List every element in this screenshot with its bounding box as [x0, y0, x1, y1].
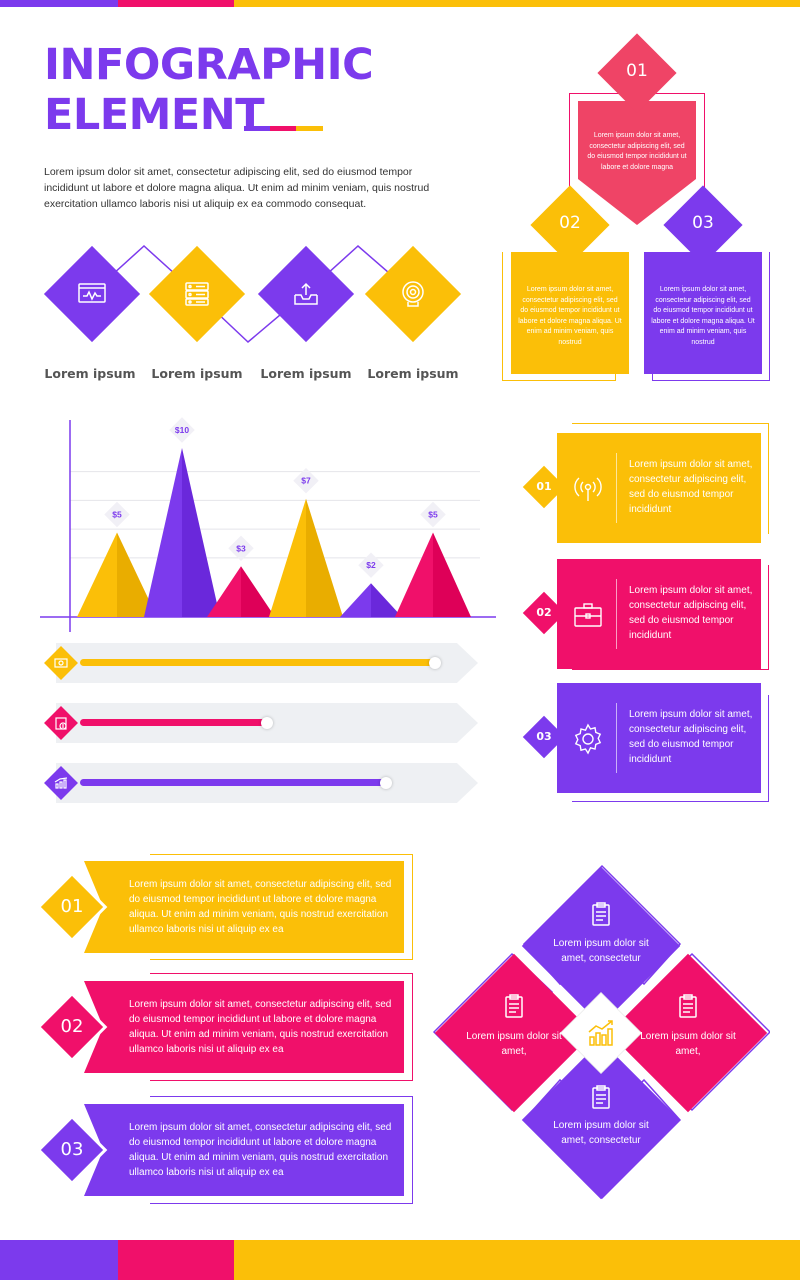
clipboard-icon	[676, 992, 700, 1020]
bottom-stripe-yellow	[234, 1240, 800, 1280]
triad-text-03: Lorem ipsum dolor sit amet, consectetur …	[651, 286, 755, 346]
bottom-stripe-purple	[0, 1240, 118, 1280]
growth-chart-icon	[52, 774, 70, 792]
briefcase-icon	[571, 598, 605, 632]
wide-card-text-2: Lorem ipsum dolor sit amet, consectetur …	[129, 999, 392, 1055]
wide-card-text-3: Lorem ipsum dolor sit amet, consectetur …	[129, 1122, 392, 1178]
clipboard-icon	[589, 1083, 613, 1111]
chart-label-diamond-2	[169, 417, 195, 443]
wide-card-num-1: 01	[60, 896, 84, 917]
title-underline-pink	[270, 126, 296, 131]
title-underline-yellow	[296, 126, 323, 131]
side-card-text-3: Lorem ipsum dolor sit amet, consectetur …	[629, 709, 753, 765]
triad-text-02: Lorem ipsum dolor sit amet, consectetur …	[518, 286, 622, 346]
chart-peak-shade-6	[433, 532, 471, 617]
progress-fill-2	[80, 719, 268, 726]
side-card-text-2: Lorem ipsum dolor sit amet, consectetur …	[629, 585, 753, 641]
top-stripe-purple	[0, 0, 118, 7]
triad-card-03	[644, 252, 762, 374]
chart-peak-3	[207, 566, 241, 617]
side-card-frame-3	[572, 695, 769, 802]
broadcast-icon	[571, 472, 605, 506]
chart-label-diamond-1	[104, 501, 130, 528]
server-icon	[181, 278, 213, 310]
steps-connector	[91, 244, 413, 344]
progress-knob-1[interactable]	[429, 657, 442, 669]
progress-fill-1	[80, 659, 436, 666]
triad-card-02	[511, 252, 629, 374]
wide-card-text-1: Lorem ipsum dolor sit amet, consectetur …	[129, 879, 392, 935]
step-label-4: Lorem ipsum	[367, 366, 459, 381]
side-card-divider-1	[616, 453, 617, 523]
clipboard-icon	[502, 992, 526, 1020]
triad-num-03: 03	[692, 213, 714, 233]
cluster-right-text: Lorem ipsum dolor sit amet,	[640, 1031, 736, 1057]
bottom-stripe-pink	[118, 1240, 234, 1280]
side-card-frame-2	[572, 565, 769, 670]
upload-icon	[290, 278, 322, 310]
mountain-chart: $5 $10 $3 $7 $2 $5	[40, 417, 496, 632]
wide-card-frame-1	[150, 854, 413, 960]
step-label-1: Lorem ipsum	[44, 366, 136, 381]
chart-peak-5	[340, 583, 371, 617]
cluster-left-text: Lorem ipsum dolor sit amet,	[466, 1031, 562, 1057]
wide-card-1	[84, 861, 404, 953]
side-card-num-3: 03	[536, 730, 552, 743]
bar-chart-icon	[585, 1017, 617, 1049]
clipboard-icon	[589, 900, 613, 928]
triad-num-02: 02	[559, 213, 581, 233]
triad-card-01	[578, 101, 696, 225]
step-label-3: Lorem ipsum	[260, 366, 352, 381]
wide-card-2	[84, 981, 404, 1073]
progress-knob-3[interactable]	[379, 777, 392, 789]
chart-data-label-4: $7	[301, 476, 311, 486]
chart-peak-2	[144, 448, 182, 617]
side-card-num-1: 01	[536, 480, 552, 493]
progress-knob-2[interactable]	[261, 717, 274, 729]
money-icon	[52, 654, 70, 672]
gear-icon	[571, 722, 605, 756]
intro-text: Lorem ipsum dolor sit amet, consectetur …	[44, 166, 430, 210]
monitor-icon	[76, 278, 108, 310]
progress-fill-3	[80, 779, 386, 786]
title-underline-purple	[244, 126, 270, 131]
chart-data-label-2: $10	[175, 425, 189, 435]
side-card-2	[557, 559, 761, 669]
top-stripe-yellow	[234, 0, 800, 7]
side-card-3	[557, 683, 761, 793]
chart-label-diamond-5	[358, 552, 384, 578]
title-line-1: INFOGRAPHIC	[44, 40, 374, 90]
wide-card-frame-3	[150, 1096, 413, 1204]
clipboard-download-icon	[52, 714, 70, 732]
wide-card-num-2: 02	[60, 1016, 84, 1037]
chart-data-label-5: $2	[366, 560, 376, 570]
triad-num-01: 01	[626, 61, 648, 81]
side-card-frame-1	[572, 423, 769, 534]
wide-card-num-3: 03	[60, 1139, 84, 1160]
side-card-num-2: 02	[536, 606, 552, 619]
chart-data-label-1: $5	[112, 510, 122, 520]
side-card-text-1: Lorem ipsum dolor sit amet, consectetur …	[629, 459, 753, 515]
page-title: INFOGRAPHIC ELEMENT	[44, 40, 374, 140]
chart-peak-shade-1	[117, 532, 157, 617]
chart-label-diamond-6	[420, 501, 446, 528]
wide-card-frame-2	[150, 973, 413, 1081]
cluster-bottom-text: Lorem ipsum dolor sit amet, consectetur	[553, 1120, 649, 1146]
cluster-top-text: Lorem ipsum dolor sit amet, consectetur	[553, 938, 649, 964]
chart-peak-1	[77, 532, 117, 617]
side-card-divider-3	[616, 703, 617, 773]
chart-data-label-6: $5	[428, 510, 438, 520]
wide-card-3	[84, 1104, 404, 1196]
title-line-2: ELEMENT	[44, 90, 265, 140]
step-label-2: Lorem ipsum	[151, 366, 243, 381]
target-icon	[397, 278, 429, 310]
chart-peak-6	[395, 532, 433, 617]
chart-peak-shade-2	[182, 448, 220, 617]
top-stripe-pink	[118, 0, 234, 7]
side-card-divider-2	[616, 579, 617, 649]
triad-text-01: Lorem ipsum dolor sit amet, consectetur …	[587, 132, 687, 171]
chart-peak-shade-3	[241, 566, 275, 617]
chart-data-label-3: $3	[236, 543, 246, 553]
